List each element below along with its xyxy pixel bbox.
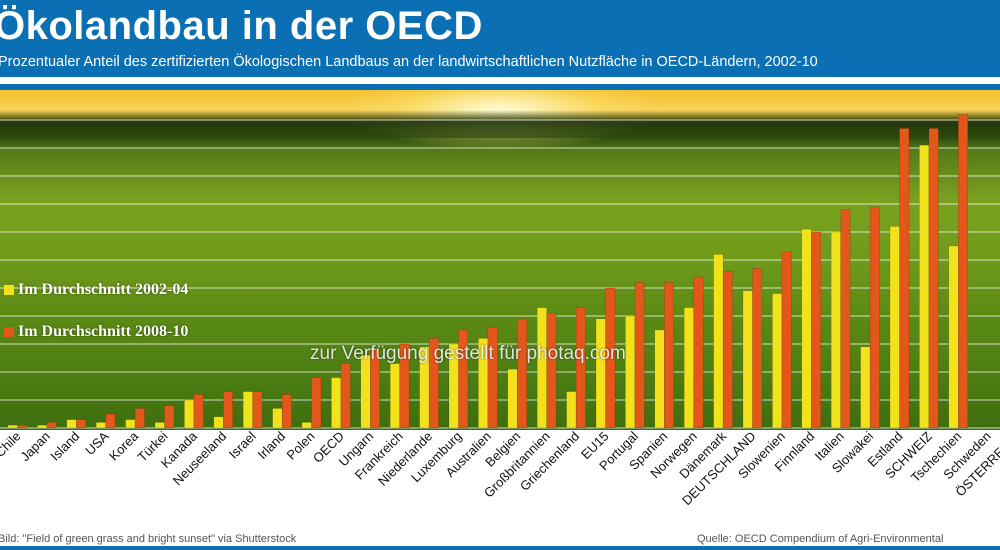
bar-series2-1 — [46, 422, 57, 429]
image-credit: Bild: "Field of green grass and bright s… — [0, 533, 297, 545]
bar-series1-0 — [7, 424, 18, 429]
bar-series1-2 — [66, 419, 77, 429]
bar-series1-7 — [213, 416, 224, 429]
bar-series2-21 — [634, 282, 645, 429]
bar-series2-11 — [340, 363, 351, 429]
legend-swatch-series1 — [4, 285, 14, 296]
bar-series1-10 — [301, 422, 312, 429]
bar-series2-32 — [958, 114, 969, 429]
watermark: zur Verfügung gestellt für photaq.com — [310, 343, 626, 364]
bar-series1-11 — [331, 377, 342, 429]
bar-series1-22 — [654, 329, 665, 429]
legend-item-series1: Im Durchschnitt 2002-04 — [4, 281, 188, 299]
bar-series2-5 — [164, 405, 175, 429]
bar-series1-29 — [860, 346, 871, 429]
bottom-border — [0, 546, 1000, 550]
bar-series1-1 — [37, 424, 48, 429]
bar-series2-19 — [575, 307, 586, 429]
bar-series1-8 — [242, 391, 253, 429]
page-title: Ökolandbau in der OECD — [0, 4, 483, 48]
bar-series2-7 — [223, 391, 234, 429]
bar-series1-32 — [948, 245, 959, 429]
bar-series1-26 — [772, 293, 783, 429]
bar-series2-30 — [899, 128, 910, 429]
bar-series1-23 — [683, 307, 694, 429]
bar-series1-21 — [625, 315, 636, 429]
bar-series2-31 — [928, 128, 939, 429]
bar-series2-24 — [722, 270, 733, 429]
bar-series2-23 — [693, 276, 704, 429]
bar-series2-26 — [781, 251, 792, 429]
bar-series2-12 — [370, 349, 381, 429]
bar-series2-25 — [752, 268, 763, 429]
bar-series2-27 — [811, 231, 822, 429]
bars — [7, 114, 969, 429]
bar-series2-28 — [840, 209, 851, 429]
legend-label-series1: Im Durchschnitt 2002-04 — [18, 281, 189, 298]
bar-series1-24 — [713, 254, 724, 429]
bar-series1-19 — [566, 391, 577, 429]
bar-series1-6 — [184, 399, 195, 429]
source-credit: Quelle: OECD Compendium of Agri-Environm… — [697, 533, 944, 545]
bar-series1-31 — [919, 144, 930, 429]
x-tick-label: Korea — [106, 428, 142, 464]
legend-item-series2: Im Durchschnitt 2008-10 — [4, 323, 188, 341]
bar-series2-15 — [458, 329, 469, 429]
bar-series2-10 — [311, 377, 322, 429]
bar-series2-18 — [546, 312, 557, 429]
bar-series1-30 — [889, 226, 900, 429]
bar-series2-20 — [605, 287, 616, 429]
bar-series2-17 — [517, 318, 528, 429]
x-tick-label: Island — [47, 429, 82, 464]
bar-series2-6 — [193, 394, 204, 429]
bar-series2-3 — [105, 413, 116, 429]
header: Ökolandbau in der OECD Prozentualer Ante… — [0, 0, 1000, 90]
x-tick-label: Israel — [226, 428, 259, 461]
bar-series1-27 — [801, 228, 812, 429]
bar-series1-4 — [125, 419, 136, 429]
bar-series2-13 — [399, 343, 410, 429]
bar-series2-22 — [664, 282, 675, 429]
bar-series2-0 — [17, 424, 28, 429]
header-separator-band — [0, 84, 1000, 90]
bar-series1-12 — [360, 354, 371, 429]
bar-series2-14 — [428, 338, 439, 429]
legend-swatch-series2 — [4, 327, 14, 338]
bar-series1-5 — [154, 422, 165, 429]
bar-series1-20 — [595, 318, 606, 429]
x-tick-label: Irland — [255, 429, 289, 463]
bar-series2-9 — [281, 394, 292, 429]
legend-label-series2: Im Durchschnitt 2008-10 — [18, 323, 189, 340]
bar-series1-18 — [536, 307, 547, 429]
bar-series1-9 — [272, 408, 283, 429]
bar-series2-16 — [487, 326, 498, 429]
bar-series2-4 — [134, 408, 145, 429]
bar-series1-13 — [389, 363, 400, 429]
bar-series2-8 — [252, 391, 263, 429]
bar-series1-25 — [742, 290, 753, 429]
bar-series1-28 — [830, 231, 841, 429]
x-tick-label: Japan — [17, 429, 53, 465]
footer: Bild: "Field of green grass and bright s… — [0, 530, 1000, 550]
treeline — [0, 110, 1000, 138]
bar-series2-29 — [869, 206, 880, 429]
bar-series1-17 — [507, 368, 518, 429]
bar-series1-3 — [95, 422, 106, 429]
chart-subtitle: Prozentualer Anteil des zertifizierten Ö… — [0, 54, 818, 70]
category-label-area — [0, 430, 1000, 530]
bar-series2-2 — [76, 419, 87, 429]
